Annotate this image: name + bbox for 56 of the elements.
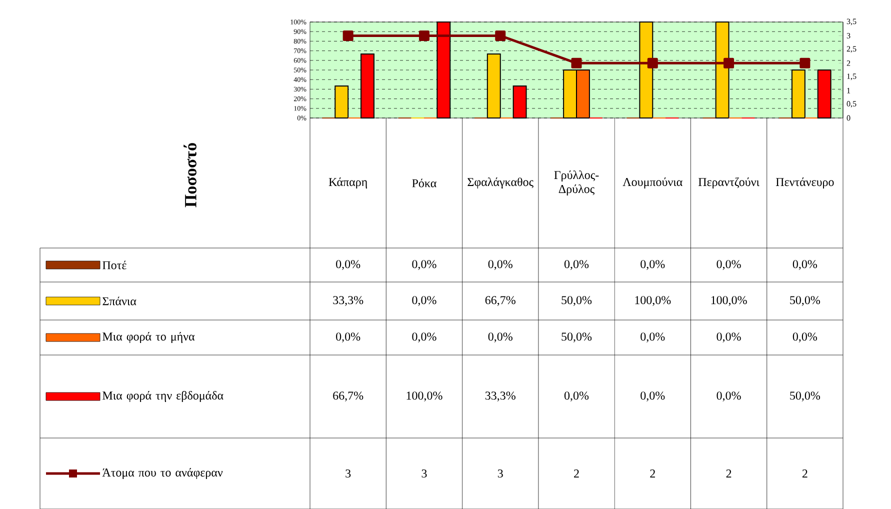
data-label: 0,0% <box>640 332 665 342</box>
data-label: 0,0% <box>412 332 436 342</box>
data-label: 0,0% <box>488 260 512 270</box>
data-label: 2 <box>650 470 655 478</box>
data-label: 2 <box>574 470 579 478</box>
legend-label: Μια φορά το μήνα <box>102 332 195 344</box>
data-label: 100,0% <box>635 296 671 306</box>
data-label: 0,0% <box>640 260 665 270</box>
data-label: 0,0% <box>336 260 360 270</box>
data-label: 0,0% <box>336 332 360 342</box>
data-label: 3 <box>346 469 351 478</box>
x-tick-label: Ρόκα <box>412 178 436 188</box>
data-label: 2 <box>802 470 808 478</box>
data-label: 33,3% <box>333 296 364 306</box>
legend-label: Άτομα που το ανάφεραν <box>102 468 223 480</box>
y2-tick-label: 2,5 <box>846 46 856 53</box>
data-label: 0,0% <box>792 332 818 342</box>
y2-tick-label: 0,5 <box>846 101 856 108</box>
data-label: 0,0% <box>640 392 665 402</box>
data-label: 2 <box>726 470 732 478</box>
legend-label: Σπάνια <box>102 296 136 306</box>
data-label: 0,0% <box>792 260 818 270</box>
y2-tick-label: 3 <box>846 33 850 38</box>
data-label: 0,0% <box>716 332 741 342</box>
legend-label: Μια φορά την εβδομάδα <box>102 391 224 402</box>
y2-tick-label: 1,5 <box>847 74 856 80</box>
data-label: 50,0% <box>562 296 592 306</box>
data-label: 50,0% <box>562 332 592 342</box>
data-label: 100,0% <box>711 296 747 306</box>
data-label: 66,7% <box>485 296 516 306</box>
y2-tick-label: 2 <box>846 60 850 66</box>
x-tick-label: Σφαλάγκαθος <box>468 178 534 189</box>
x-tick-label: Γρύλλος-Δρύλος <box>554 170 599 196</box>
data-label: 3 <box>422 469 427 478</box>
y2-tick-label: 3,5 <box>846 18 856 26</box>
data-label: 0,0% <box>564 260 589 270</box>
x-tick-label: Λουμπούνια <box>622 178 682 189</box>
data-label: 33,3% <box>485 392 516 402</box>
data-label: 0,0% <box>716 260 741 270</box>
data-label: 0,0% <box>488 332 512 342</box>
data-label: 50,0% <box>790 296 820 306</box>
data-label: 100,0% <box>406 392 442 402</box>
data-label: 50,0% <box>790 392 820 402</box>
text: Ποσοστό <box>184 143 196 208</box>
y2-tick-label: 0 <box>846 115 850 121</box>
x-tick-label: Περαντζούνι <box>698 178 760 189</box>
legend-label: Ποτέ <box>102 260 126 270</box>
y2-tick-label: 1 <box>847 88 850 94</box>
data-label: 0,0% <box>716 392 741 402</box>
data-label: 66,7% <box>333 392 364 402</box>
data-label: 3 <box>498 469 503 478</box>
data-label: 0,0% <box>412 260 436 270</box>
data-label: 0,0% <box>412 296 436 306</box>
x-tick-label: Κάπαρη <box>328 178 368 189</box>
data-label: 0,0% <box>564 392 589 402</box>
x-tick-label: Πεντάνευρο <box>776 178 834 189</box>
